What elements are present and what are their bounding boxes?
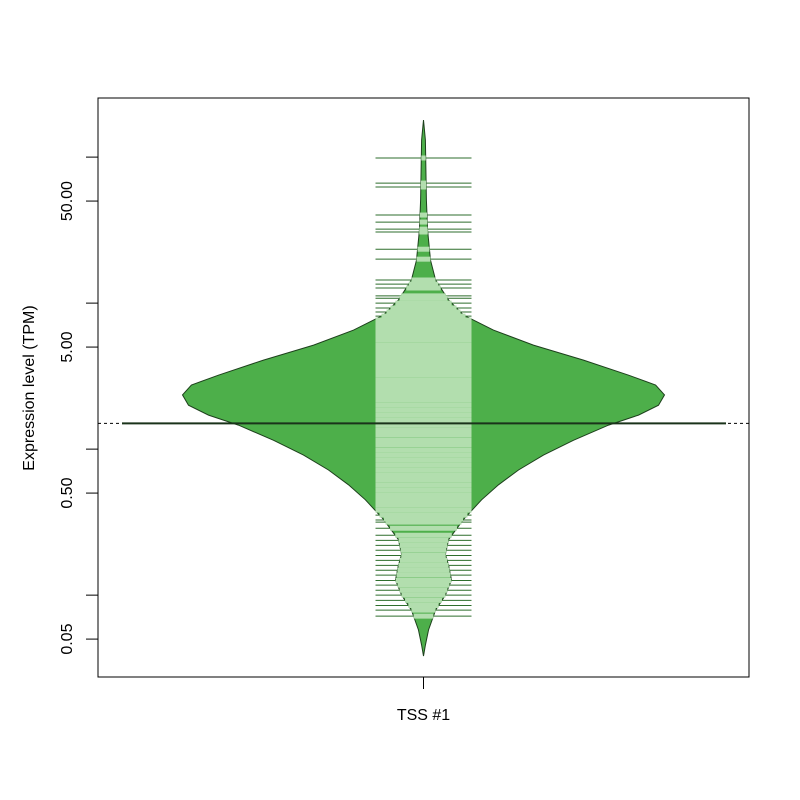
y-tick-label: 5.00 — [59, 331, 76, 362]
y-tick-label: 0.05 — [59, 623, 76, 654]
y-tick-label: 0.50 — [59, 477, 76, 508]
y-tick-label: 50.00 — [59, 181, 76, 221]
x-tick-label: TSS #1 — [397, 707, 450, 724]
y-axis-label: Expression level (TPM) — [21, 305, 38, 470]
